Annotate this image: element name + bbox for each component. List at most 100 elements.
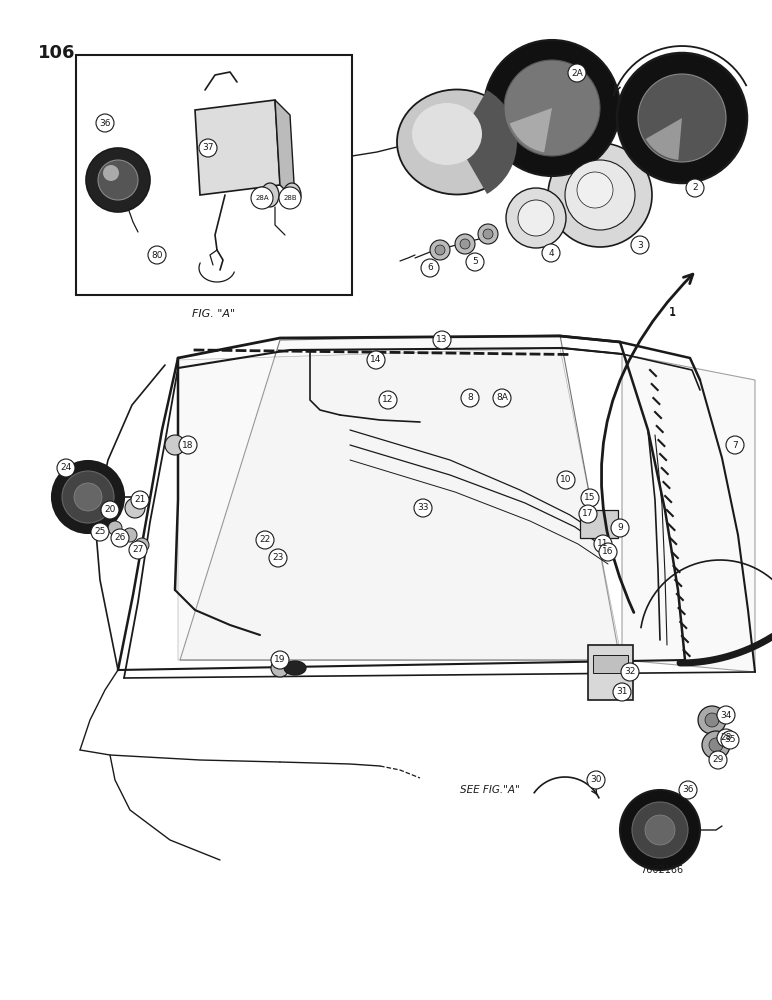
- Text: 22: 22: [259, 536, 271, 544]
- Ellipse shape: [283, 183, 301, 207]
- Circle shape: [433, 331, 451, 349]
- Circle shape: [483, 229, 493, 239]
- Wedge shape: [645, 118, 682, 160]
- Text: 25: 25: [94, 528, 106, 536]
- Text: 33: 33: [417, 504, 428, 512]
- Circle shape: [279, 187, 301, 209]
- Bar: [580, 510, 618, 538]
- Circle shape: [269, 549, 287, 567]
- Ellipse shape: [412, 103, 482, 165]
- Circle shape: [108, 521, 122, 535]
- Text: 31: 31: [616, 688, 628, 696]
- Circle shape: [256, 531, 274, 549]
- Text: 11: 11: [598, 540, 609, 548]
- Circle shape: [421, 259, 439, 277]
- Text: 10: 10: [560, 476, 572, 485]
- Circle shape: [632, 802, 688, 858]
- Circle shape: [518, 200, 554, 236]
- Text: 4: 4: [548, 248, 554, 257]
- Polygon shape: [178, 348, 622, 660]
- Circle shape: [271, 651, 289, 669]
- Circle shape: [565, 160, 635, 230]
- Circle shape: [367, 351, 385, 369]
- Text: 28: 28: [720, 734, 732, 742]
- Circle shape: [379, 391, 397, 409]
- Circle shape: [96, 114, 114, 132]
- Circle shape: [455, 234, 475, 254]
- Circle shape: [430, 240, 450, 260]
- Text: 13: 13: [436, 336, 448, 344]
- Circle shape: [579, 505, 597, 523]
- Wedge shape: [510, 108, 552, 152]
- Circle shape: [709, 751, 727, 769]
- Circle shape: [717, 729, 735, 747]
- Wedge shape: [457, 90, 517, 194]
- Circle shape: [548, 143, 652, 247]
- Bar: [593, 655, 628, 673]
- Circle shape: [577, 172, 613, 208]
- Circle shape: [702, 731, 730, 759]
- Circle shape: [631, 236, 649, 254]
- Circle shape: [504, 60, 600, 156]
- Text: 80: 80: [151, 250, 163, 259]
- Circle shape: [148, 246, 166, 264]
- Text: 7: 7: [732, 440, 738, 450]
- Circle shape: [645, 815, 675, 845]
- Circle shape: [111, 529, 129, 547]
- Circle shape: [705, 713, 719, 727]
- Circle shape: [557, 471, 575, 489]
- Text: 23: 23: [273, 554, 283, 562]
- Circle shape: [617, 53, 747, 183]
- Bar: [588, 645, 633, 700]
- Ellipse shape: [397, 90, 517, 194]
- Bar: [76, 55, 352, 295]
- Circle shape: [686, 179, 704, 197]
- Circle shape: [568, 64, 586, 82]
- Circle shape: [581, 489, 599, 507]
- Text: 2A: 2A: [571, 68, 583, 78]
- Text: 24: 24: [60, 464, 72, 473]
- Text: 9: 9: [617, 524, 623, 532]
- Circle shape: [74, 483, 102, 511]
- Text: 34: 34: [720, 710, 732, 720]
- Text: 27: 27: [132, 546, 144, 554]
- Circle shape: [123, 528, 137, 542]
- Text: 5: 5: [472, 257, 478, 266]
- Circle shape: [86, 148, 150, 212]
- Circle shape: [679, 781, 697, 799]
- Polygon shape: [275, 100, 295, 200]
- Circle shape: [621, 663, 639, 681]
- Text: 26: 26: [114, 534, 126, 542]
- Circle shape: [98, 160, 138, 200]
- Circle shape: [542, 244, 560, 262]
- Circle shape: [135, 538, 149, 552]
- Circle shape: [638, 74, 726, 162]
- Circle shape: [478, 224, 498, 244]
- Circle shape: [484, 40, 620, 176]
- Circle shape: [62, 471, 114, 523]
- Text: 8A: 8A: [496, 393, 508, 402]
- Text: 15: 15: [584, 493, 596, 502]
- Circle shape: [493, 389, 511, 407]
- Polygon shape: [622, 354, 755, 672]
- Text: 30: 30: [591, 776, 601, 784]
- Circle shape: [129, 541, 147, 559]
- Text: 36: 36: [682, 786, 694, 794]
- Circle shape: [698, 706, 726, 734]
- Circle shape: [179, 436, 197, 454]
- Circle shape: [91, 523, 109, 541]
- Circle shape: [57, 459, 75, 477]
- Circle shape: [599, 543, 617, 561]
- Text: 6: 6: [427, 263, 433, 272]
- Ellipse shape: [284, 661, 306, 675]
- Circle shape: [611, 519, 629, 537]
- Circle shape: [101, 501, 119, 519]
- Text: 28B: 28B: [283, 195, 296, 201]
- Text: 19: 19: [274, 656, 286, 664]
- Circle shape: [271, 659, 289, 677]
- Text: SEE FIG."A": SEE FIG."A": [460, 785, 520, 795]
- Text: 12: 12: [382, 395, 394, 404]
- Text: 28A: 28A: [256, 195, 269, 201]
- Circle shape: [131, 491, 149, 509]
- Text: 1: 1: [669, 306, 676, 318]
